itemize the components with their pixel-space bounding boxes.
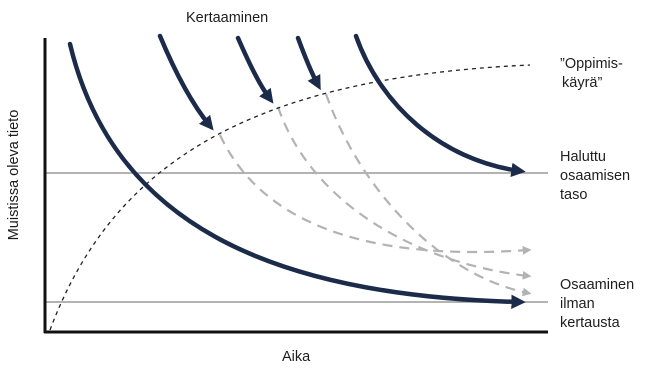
- learning-curve-label-line-2: käyrä”: [562, 75, 603, 91]
- desired-level-label-line-1: Haluttu: [560, 149, 606, 165]
- no-review-label-line-2: ilman: [560, 296, 595, 312]
- projected-decay-curve-2: [276, 106, 532, 280]
- x-axis-label: Aika: [282, 349, 311, 365]
- review-arrow-2: [235, 35, 274, 104]
- review-label: Kertaaminen: [186, 10, 269, 26]
- no-review-label-line-3: kertausta: [560, 315, 620, 331]
- desired-level-label-line-3: taso: [560, 187, 588, 203]
- projected-decay-curve-1: [219, 134, 532, 255]
- review-arrow-3: [295, 35, 321, 91]
- review-arrow-1: [157, 33, 214, 131]
- no-review-label-line-1: Osaaminen: [560, 277, 635, 293]
- learning-curve: [49, 64, 531, 331]
- y-axis-label: Muistissa oleva tieto: [6, 109, 22, 241]
- desired-level-label-line-2: osaamisen: [560, 168, 631, 184]
- forgetting-curve-no-review: [67, 41, 526, 309]
- projected-decay-curve-3: [324, 93, 532, 297]
- forgetting-curve-with-review: [353, 33, 526, 177]
- learning-curve-label-line-1: ”Oppimis-: [560, 56, 623, 72]
